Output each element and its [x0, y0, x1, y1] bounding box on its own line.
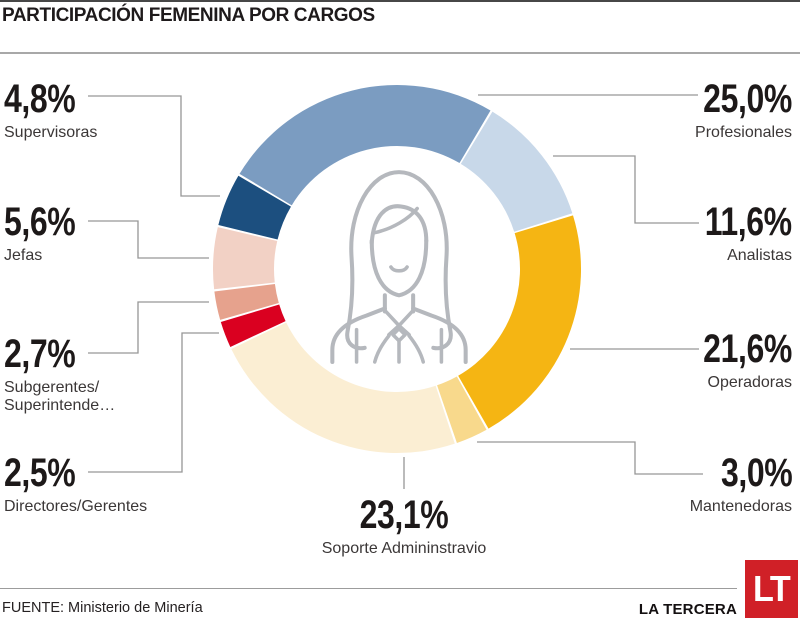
collar-knot: [391, 326, 407, 343]
callout-directores: 2,5% Directores/Gerentes: [4, 451, 148, 516]
percent-value: 5,6%: [4, 200, 76, 244]
percent-value: 11,6%: [705, 200, 792, 244]
neck-lines: [382, 293, 416, 314]
jacket-front-lines: [354, 327, 444, 364]
segment-label: Analistas: [727, 247, 792, 264]
collar-flaps: [383, 308, 415, 337]
percent-value: 2,7%: [4, 332, 76, 376]
callout-jefas: 5,6% Jefas: [4, 200, 93, 265]
segment-subgerentes-superintende: [214, 284, 279, 320]
segment-label: Jefas: [4, 247, 43, 264]
callout-subgerentes: 2,7% Subgerentes/ Superintende…: [4, 332, 116, 414]
source-credit: FUENTE: Ministerio de Minería: [2, 600, 203, 616]
page-title: PARTICIPACIÓN FEMENINA POR CARGOS: [2, 5, 375, 26]
lt-logo-text: LT: [753, 568, 791, 609]
leader-line: [553, 155, 699, 224]
segment-label: Mantenedoras: [689, 498, 792, 515]
hair-outline: [345, 170, 453, 351]
callout-mantenedoras: 3,0% Mantenedoras: [689, 451, 793, 516]
percent-value: 25,0%: [703, 77, 792, 121]
callout-soporte: 23,1% Soporte Admininstravio: [284, 493, 524, 558]
bang-outline: [369, 204, 429, 245]
percent-value: 21,6%: [703, 327, 792, 371]
lt-logo: LT: [745, 560, 798, 618]
segment-label: Subgerentes/: [4, 379, 100, 396]
brand-name: LA TERCERA: [638, 601, 737, 618]
leader-line: [477, 441, 703, 475]
segment-label: Profesionales: [695, 124, 792, 141]
smile: [389, 265, 409, 273]
jacket-opening: [372, 333, 426, 364]
percent-value: 23,1%: [359, 493, 449, 537]
top-border-rule: [0, 0, 800, 2]
callout-analistas: 11,6% Analistas: [683, 200, 792, 265]
segment-soporte-admininstravio: [231, 322, 455, 453]
segment-label: Supervisoras: [4, 124, 98, 141]
callout-profesionales: 25,0% Profesionales: [681, 77, 792, 142]
leader-line: [88, 301, 209, 354]
callout-supervisoras: 4,8% Supervisoras: [4, 77, 98, 142]
leader-line: [88, 95, 220, 197]
segment-operadoras: [458, 215, 582, 429]
segment-directores-gerentes: [220, 304, 286, 347]
segment-label: Directores/Gerentes: [4, 498, 148, 515]
percent-value: 2,5%: [4, 451, 76, 495]
callout-operadoras: 21,6% Operadoras: [681, 327, 793, 392]
segment-supervisoras: [218, 175, 291, 240]
footer-divider-rule: [0, 588, 737, 589]
percent-value: 4,8%: [4, 77, 76, 121]
segment-label: Operadoras: [707, 374, 793, 391]
face-outline: [369, 238, 429, 298]
jacket-outline: [330, 306, 468, 364]
woman-professional-icon: [330, 170, 468, 364]
bang-sweep: [372, 206, 419, 235]
leader-line: [88, 332, 219, 473]
header-divider-rule: [0, 52, 800, 54]
leader-line: [88, 220, 209, 259]
segment-profesionales: [239, 85, 491, 206]
percent-value: 3,0%: [720, 451, 793, 495]
segment-analistas: [460, 111, 573, 232]
segment-label: Soporte Admininstravio: [321, 540, 487, 557]
segment-mantenedoras: [437, 376, 487, 443]
segment-label-line2: Superintende…: [4, 396, 116, 414]
segment-jefas: [213, 227, 278, 290]
